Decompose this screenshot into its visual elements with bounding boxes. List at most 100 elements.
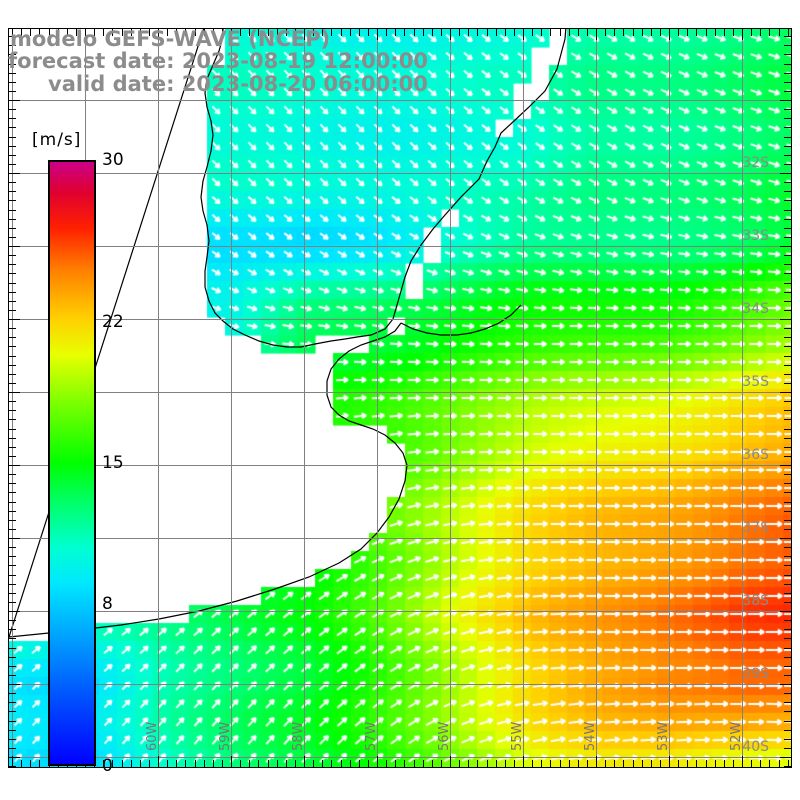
tick-right	[784, 81, 791, 83]
tick-right	[784, 309, 791, 311]
tick-left	[9, 437, 16, 439]
tick-top	[422, 29, 424, 36]
tick-right	[784, 382, 791, 384]
tick-right	[784, 63, 791, 65]
tick-left	[9, 246, 20, 247]
tick-right	[784, 711, 791, 713]
tick-right	[784, 373, 791, 375]
tick-left	[9, 419, 16, 421]
gridline-lon-57W	[377, 29, 378, 767]
tick-bottom	[413, 760, 415, 767]
tick-right	[784, 255, 791, 257]
tick-top	[450, 29, 451, 40]
tick-left	[9, 309, 16, 311]
tick-left	[9, 465, 20, 466]
tick-top	[258, 29, 260, 36]
tick-bottom	[532, 760, 534, 767]
tick-top	[386, 29, 388, 36]
tick-top	[486, 29, 488, 36]
tick-top	[495, 29, 497, 36]
gridline-lat-38S	[9, 611, 791, 612]
tick-bottom	[139, 760, 141, 767]
tick-bottom	[523, 756, 524, 767]
tick-right	[780, 246, 791, 247]
tick-right	[780, 538, 791, 539]
tick-bottom	[650, 760, 652, 767]
tick-right	[784, 592, 791, 594]
tick-left	[9, 620, 16, 622]
tick-right	[780, 173, 791, 174]
tick-right	[784, 693, 791, 695]
tick-left	[9, 328, 16, 330]
tick-right	[784, 127, 791, 129]
tick-left	[9, 684, 20, 685]
tick-left	[9, 519, 16, 521]
tick-left	[9, 766, 16, 767]
lat-label-34S: 34S	[742, 301, 769, 317]
tick-bottom	[760, 760, 762, 767]
tick-top	[285, 29, 287, 36]
tick-right	[784, 209, 791, 211]
tick-right	[780, 319, 791, 320]
tick-left	[9, 319, 20, 320]
gridline-lat-36S	[9, 465, 791, 466]
tick-bottom	[121, 760, 123, 767]
tick-top	[632, 29, 634, 36]
tick-bottom	[678, 760, 680, 767]
tick-right	[784, 419, 791, 421]
tick-left	[9, 109, 16, 111]
tick-right	[784, 556, 791, 558]
tick-left	[9, 36, 16, 38]
tick-top	[623, 29, 625, 36]
tick-top	[112, 29, 114, 36]
lon-label-60W: 60W	[145, 721, 160, 751]
map-plot-area[interactable]: 61W60W59W58W57W56W55W54W53W52W 32S33S34S…	[8, 28, 792, 768]
tick-right	[784, 483, 791, 485]
tick-right	[784, 601, 791, 603]
tick-left	[9, 264, 16, 266]
tick-left	[9, 501, 16, 503]
tick-right	[784, 455, 791, 457]
tick-right	[784, 766, 791, 767]
tick-top	[185, 29, 187, 36]
tick-bottom	[158, 756, 159, 767]
tick-left	[9, 182, 16, 184]
tick-top	[30, 29, 32, 36]
tick-right	[784, 729, 791, 731]
colorbar[interactable]: [m/s] 30 22 15 8 0	[24, 130, 134, 776]
tick-top	[641, 29, 643, 36]
tick-top	[57, 29, 59, 36]
tick-bottom	[513, 760, 515, 767]
tick-left	[9, 291, 16, 293]
tick-left	[9, 337, 16, 339]
tick-bottom	[614, 760, 616, 767]
lon-label-55W: 55W	[510, 721, 525, 751]
tick-left	[9, 583, 16, 585]
tick-right	[784, 401, 791, 403]
colorbar-gradient-bar	[48, 160, 96, 766]
tick-left	[9, 227, 16, 229]
tick-top	[550, 29, 552, 36]
tick-top	[231, 29, 232, 40]
tick-left	[9, 428, 16, 430]
tick-top	[678, 29, 680, 36]
lon-label-58W: 58W	[291, 721, 306, 751]
tick-left	[9, 127, 16, 129]
tick-top	[751, 29, 753, 36]
tick-right	[784, 565, 791, 567]
lat-label-38S: 38S	[742, 593, 769, 609]
tick-right	[784, 282, 791, 284]
tick-left	[9, 392, 20, 393]
tick-bottom	[148, 760, 150, 767]
tick-top	[732, 29, 734, 36]
tick-top	[130, 29, 132, 36]
tick-left	[9, 209, 16, 211]
tick-top	[158, 29, 159, 40]
tick-bottom	[459, 760, 461, 767]
tick-top	[577, 29, 579, 36]
tick-bottom	[723, 760, 725, 767]
tick-top	[669, 29, 670, 40]
tick-bottom	[659, 760, 661, 767]
tick-right	[784, 620, 791, 622]
